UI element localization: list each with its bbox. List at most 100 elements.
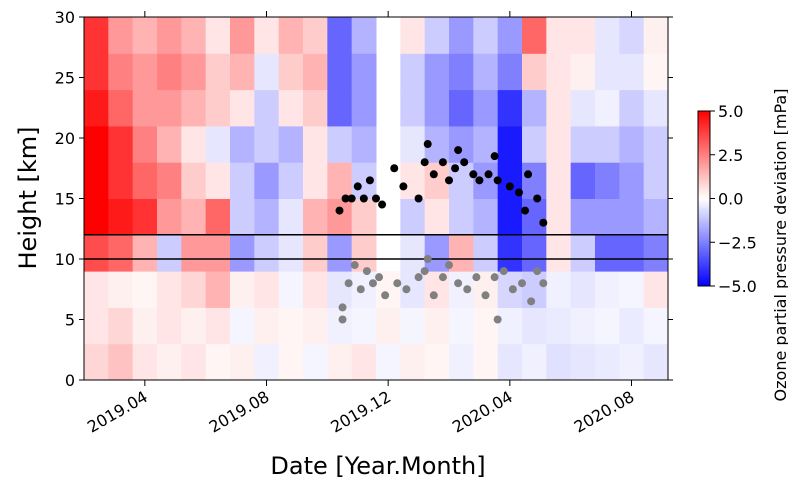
heatmap-cell xyxy=(230,198,255,236)
heatmap-cell xyxy=(84,307,109,345)
scatter-point xyxy=(429,291,438,300)
scatter-point xyxy=(344,279,353,288)
heatmap-cell xyxy=(643,17,668,54)
heatmap-cell xyxy=(570,343,596,380)
heatmap-cell xyxy=(157,234,182,272)
heatmap-cell xyxy=(497,343,523,380)
heatmap-cell xyxy=(303,89,328,127)
y-tick-label: 5 xyxy=(65,311,75,330)
heatmap-cell xyxy=(619,271,645,308)
heatmap-cell xyxy=(205,307,231,345)
heatmap-cell xyxy=(449,198,474,236)
heatmap-cell xyxy=(327,53,353,91)
scatter-point xyxy=(527,297,536,306)
heatmap-cell xyxy=(619,17,645,54)
heatmap-cell xyxy=(181,307,207,345)
heatmap-cell xyxy=(278,125,304,163)
heatmap-cell xyxy=(278,162,304,199)
heatmap-cell xyxy=(473,343,499,380)
heatmap-cell xyxy=(230,89,255,127)
heatmap-cell xyxy=(108,17,134,54)
heatmap-cell xyxy=(108,162,134,199)
heatmap-cell xyxy=(522,89,547,127)
scatter-point xyxy=(539,279,548,288)
heatmap-cell xyxy=(327,162,353,199)
heatmap-cell xyxy=(108,53,134,91)
heatmap-cell xyxy=(643,89,668,127)
heatmap-cell xyxy=(84,343,109,380)
heatmap-cell xyxy=(522,343,547,380)
heatmap-cell xyxy=(254,89,280,127)
heatmap-cell xyxy=(181,17,207,54)
heatmap-cell xyxy=(546,343,572,380)
heatmap-cell xyxy=(278,271,304,308)
heatmap-cell xyxy=(254,17,280,54)
heatmap-cell xyxy=(570,271,596,308)
heatmap-cell xyxy=(157,89,182,127)
heatmap-cell xyxy=(181,125,207,163)
heatmap-cell xyxy=(230,125,255,163)
heatmap-cell xyxy=(643,198,668,236)
heatmap-cell xyxy=(157,343,182,380)
heatmap-cell xyxy=(278,307,304,345)
scatter-point xyxy=(438,158,447,167)
heatmap-cell xyxy=(570,162,596,199)
heatmap-cell xyxy=(254,343,280,380)
heatmap-cell xyxy=(132,234,158,272)
scatter-point xyxy=(362,267,371,276)
scatter-point xyxy=(423,140,432,149)
heatmap-cell xyxy=(595,89,620,127)
heatmap-cell xyxy=(595,125,620,163)
heatmap-cell xyxy=(132,125,158,163)
heatmap-cell xyxy=(157,162,182,199)
heatmap-cell xyxy=(230,343,255,380)
heatmap-cell xyxy=(376,343,401,380)
heatmap-cell xyxy=(181,89,207,127)
heatmap-cell xyxy=(303,17,328,54)
heatmap-cell xyxy=(327,89,353,127)
scatter-point xyxy=(524,170,533,179)
heatmap-cell xyxy=(473,17,499,54)
heatmap-cell xyxy=(619,198,645,236)
heatmap-cell xyxy=(278,234,304,272)
scatter-point xyxy=(445,261,453,270)
heatmap-cell xyxy=(108,343,134,380)
heatmap-cell xyxy=(327,343,353,380)
heatmap-cell xyxy=(303,271,328,308)
heatmap-cell xyxy=(205,53,231,91)
heatmap-cell xyxy=(449,307,474,345)
scatter-point xyxy=(490,152,499,161)
scatter-point xyxy=(378,200,387,209)
heatmap-cell xyxy=(449,17,474,54)
scatter-point xyxy=(460,158,469,167)
heatmap-cell xyxy=(230,17,255,54)
plot-frame xyxy=(83,16,669,381)
heatmap-cell xyxy=(303,125,328,163)
colorbar xyxy=(697,110,711,287)
heatmap-cell xyxy=(546,17,572,54)
heatmap-cell xyxy=(84,125,109,163)
heatmap-cell xyxy=(181,198,207,236)
scatter-point xyxy=(454,279,463,288)
heatmap-cell xyxy=(400,125,426,163)
heatmap-cell xyxy=(132,89,158,127)
scatter-point xyxy=(414,194,423,203)
scatter-point xyxy=(356,285,365,294)
heatmap-cell xyxy=(205,198,231,236)
scatter-point xyxy=(350,261,359,270)
heatmap-cell xyxy=(181,234,207,272)
heatmap-cell xyxy=(278,17,304,54)
scatter-point xyxy=(420,267,429,276)
heatmap-cell xyxy=(254,271,280,308)
heatmap-cell xyxy=(570,198,596,236)
heatmap-cell xyxy=(619,343,645,380)
heatmap-cell xyxy=(643,271,668,308)
heatmap-cell xyxy=(400,307,426,345)
y-tick-label: 0 xyxy=(65,371,75,390)
heatmap-cell xyxy=(619,307,645,345)
heatmap-cell xyxy=(230,162,255,199)
heatmap-cell xyxy=(132,17,158,54)
heatmap-cell xyxy=(424,89,450,127)
heatmap-cell xyxy=(595,198,620,236)
